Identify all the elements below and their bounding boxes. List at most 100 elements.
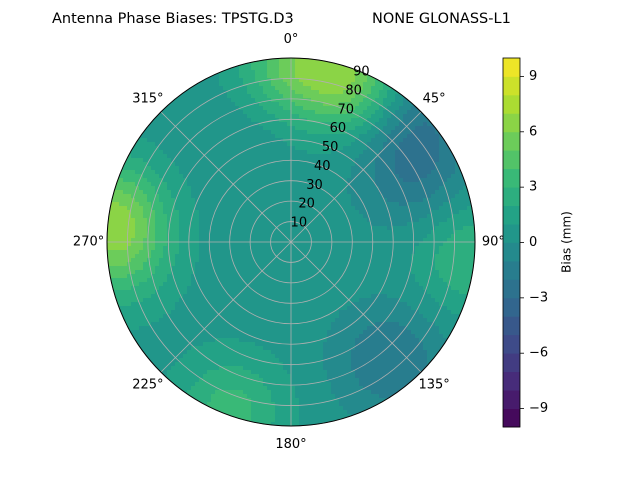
contour-cell [387,246,392,251]
contour-cell [207,106,212,111]
contour-cell [163,154,168,159]
contour-cell [327,230,332,235]
contour-cell [407,114,412,119]
contour-cell [439,266,444,271]
contour-cell [135,146,140,151]
contour-cell [367,298,372,303]
contour-cell [295,274,300,279]
contour-cell [183,186,188,191]
contour-cell [227,86,232,91]
contour-cell [139,234,144,239]
contour-cell [331,130,336,135]
contour-cell [467,230,472,235]
contour-cell [159,134,164,139]
contour-cell [131,210,136,215]
contour-cell [447,286,452,291]
contour-cell [267,130,272,135]
contour-cell [371,170,376,175]
contour-cell [211,270,216,275]
contour-cell [259,82,264,87]
contour-cell [271,78,276,83]
contour-cell [363,286,368,291]
contour-cell [303,242,308,247]
contour-cell [203,198,208,203]
contour-cell [279,178,284,183]
contour-cell [395,226,400,231]
contour-cell [311,250,316,255]
contour-cell [171,246,176,251]
contour-cell [351,274,356,279]
contour-cell [283,270,288,275]
contour-cell [207,138,212,143]
contour-cell [319,154,324,159]
contour-cell [251,266,256,271]
contour-cell [383,174,388,179]
contour-cell [107,198,112,203]
contour-cell [423,254,428,259]
contour-cell [415,154,420,159]
contour-cell [215,122,220,127]
contour-cell [447,166,452,171]
contour-cell [227,94,232,99]
contour-cell [271,134,276,139]
contour-cell [191,302,196,307]
contour-cell [159,146,164,151]
contour-cell [363,246,368,251]
contour-cell [183,106,188,111]
contour-cell [399,110,404,115]
contour-cell [207,282,212,287]
contour-cell [231,266,236,271]
contour-cell [131,270,136,275]
contour-cell [363,226,368,231]
contour-cell [211,282,216,287]
contour-cell [391,290,396,295]
contour-cell [463,170,468,175]
contour-cell [339,86,344,91]
contour-cell [231,214,236,219]
contour-cell [295,250,300,255]
contour-cell [163,238,168,243]
contour-cell [391,206,396,211]
contour-cell [191,198,196,203]
contour-cell [295,214,300,219]
contour-cell [223,206,228,211]
contour-cell [263,66,268,71]
contour-cell [235,78,240,83]
contour-cell [359,162,364,167]
contour-cell [335,98,340,103]
contour-cell [379,302,384,307]
contour-cell [351,226,356,231]
contour-cell [399,262,404,267]
contour-cell [463,238,468,243]
contour-cell [195,254,200,259]
contour-cell [443,218,448,223]
contour-cell [319,286,324,291]
contour-cell [419,230,424,235]
contour-cell [123,210,128,215]
contour-cell [379,110,384,115]
contour-cell [251,134,256,139]
contour-cell [255,302,260,307]
contour-cell [291,246,296,251]
contour-cell [291,154,296,159]
contour-cell [415,198,420,203]
contour-cell [311,234,316,239]
contour-cell [395,150,400,155]
contour-cell [251,130,256,135]
contour-cell [411,258,416,263]
contour-cell [151,178,156,183]
contour-cell [147,126,152,131]
contour-cell [203,234,208,239]
contour-cell [323,102,328,107]
contour-cell [327,250,332,255]
contour-cell [131,298,136,303]
contour-cell [379,290,384,295]
contour-cell [363,98,368,103]
contour-cell [375,290,380,295]
contour-cell [463,210,468,215]
contour-cell [323,282,328,287]
contour-cell [291,266,296,271]
contour-cell [407,210,412,215]
contour-cell [427,218,432,223]
contour-cell [371,214,376,219]
